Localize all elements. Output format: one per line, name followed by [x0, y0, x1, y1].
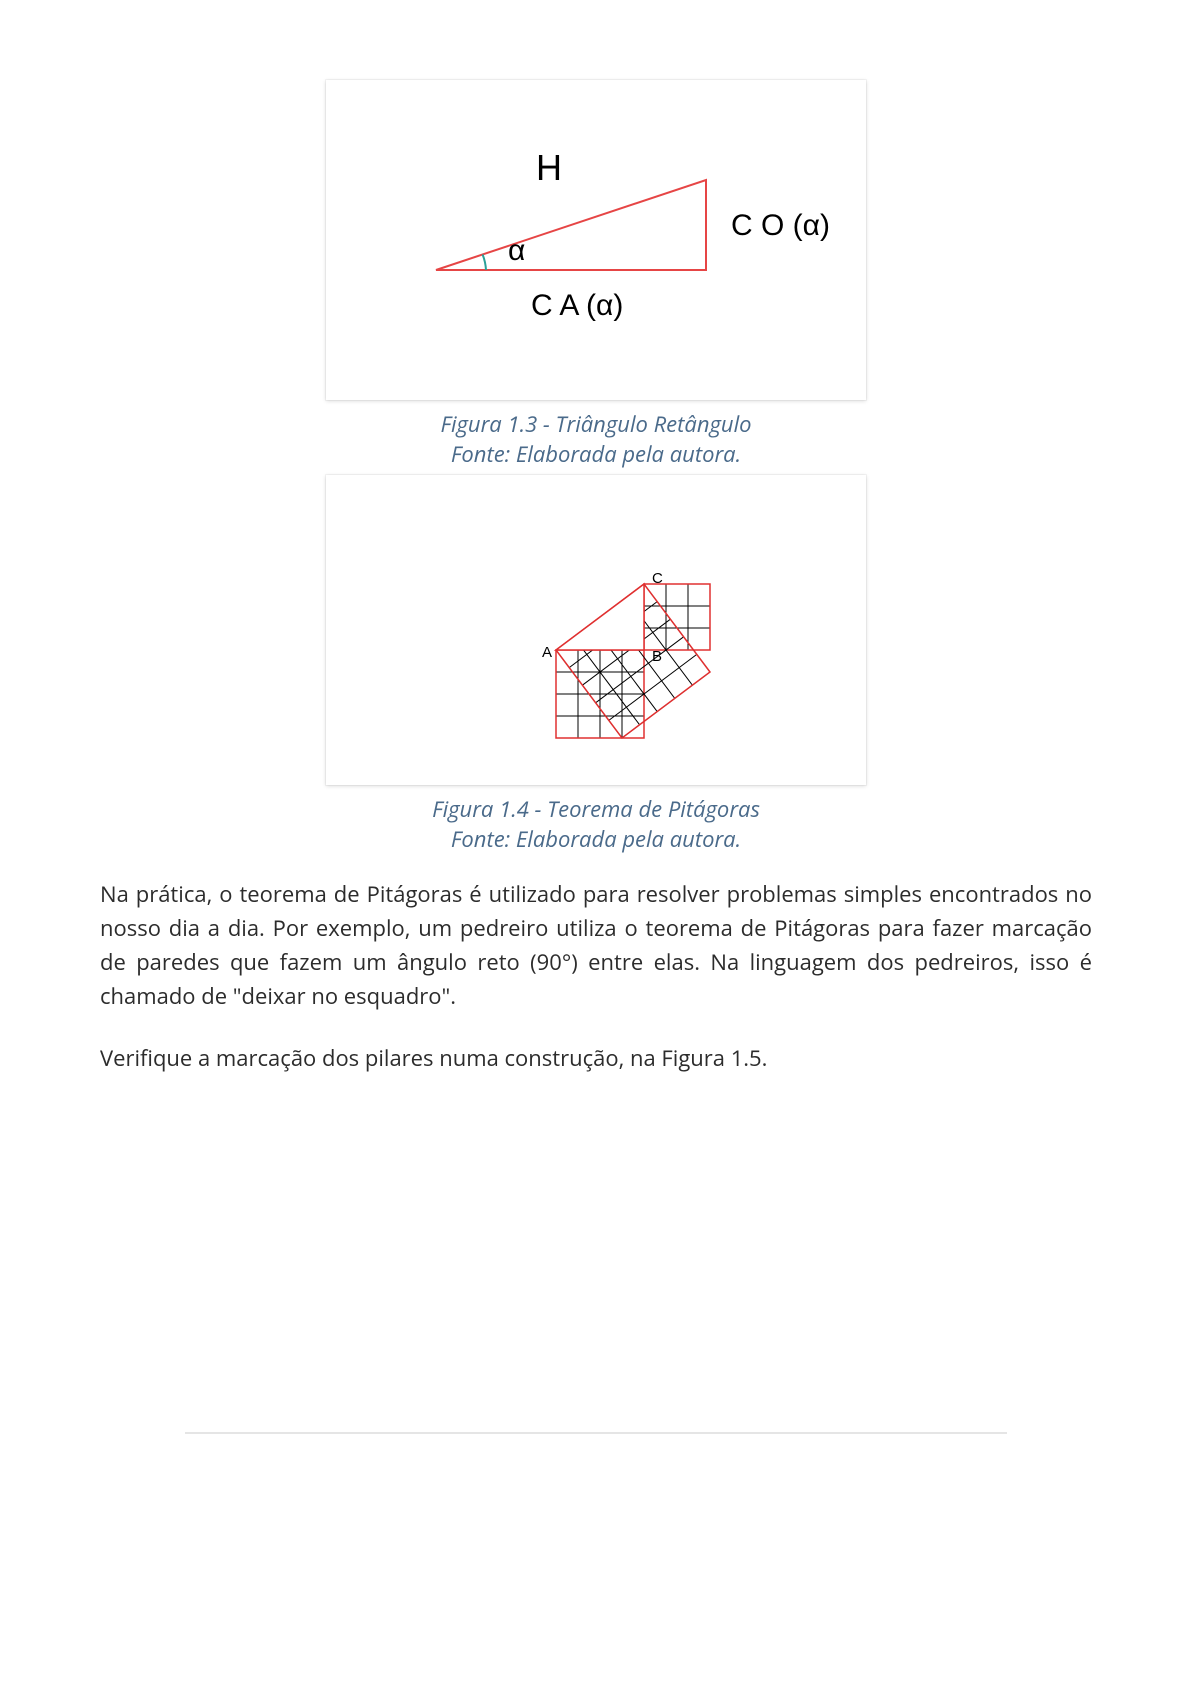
label-alpha: α [508, 234, 525, 267]
figure-1-4-box: A B C [326, 475, 866, 785]
document-page: H α C A (α) C O (α) Figura 1.3 - Triângu… [0, 0, 1192, 1682]
figure-1-3-caption: Figura 1.3 - Triângulo Retângulo Fonte: … [100, 410, 1092, 469]
paragraph-1: Na prática, o teorema de Pitágoras é uti… [100, 877, 1092, 1013]
svg-text:B: B [652, 648, 662, 665]
footer-divider [185, 1432, 1007, 1434]
svg-text:C: C [652, 570, 663, 587]
body-text-block: Na prática, o teorema de Pitágoras é uti… [100, 877, 1092, 1075]
svg-text:A: A [542, 644, 552, 661]
angle-arc-alpha [483, 255, 486, 271]
figure-1-3-svg: H α C A (α) C O (α) [326, 80, 866, 400]
paragraph-2: Verifique a marcação dos pilares numa co… [100, 1041, 1092, 1075]
figure-1-4-svg: A B C [326, 475, 866, 785]
right-triangle [436, 180, 706, 270]
label-H: H [536, 147, 562, 188]
figure-1-4-source: Fonte: Elaborada pela autora. [100, 825, 1092, 855]
figure-1-4-title: Figura 1.4 - Teorema de Pitágoras [100, 795, 1092, 825]
label-CO: C O (α) [731, 209, 830, 242]
figure-1-3-title: Figura 1.3 - Triângulo Retângulo [100, 410, 1092, 440]
figure-1-4-caption: Figura 1.4 - Teorema de Pitágoras Fonte:… [100, 795, 1092, 854]
figure-1-3-box: H α C A (α) C O (α) [326, 80, 866, 400]
label-CA: C A (α) [531, 289, 623, 322]
figure-1-3-source: Fonte: Elaborada pela autora. [100, 440, 1092, 470]
